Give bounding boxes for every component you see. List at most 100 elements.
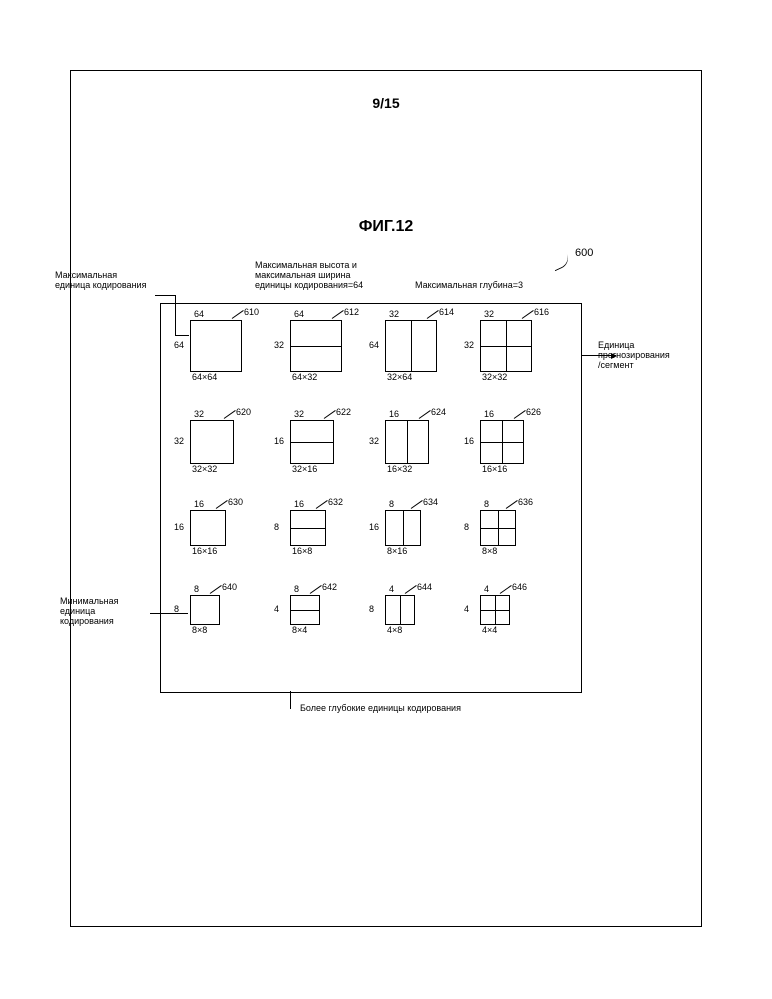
label-max-cu-2: единица кодирования xyxy=(55,280,146,290)
lead-max-cu-h xyxy=(155,295,175,296)
cell-626-topdim: 16 xyxy=(484,409,494,419)
arrow-prediction xyxy=(581,355,616,356)
page-number: 9/15 xyxy=(372,95,399,111)
cell-624-vsplit xyxy=(407,421,408,463)
label-max-depth: Максимальная глубина=3 xyxy=(415,281,523,291)
cell-620-size: 32×32 xyxy=(192,464,217,474)
cell-624-leftdim: 32 xyxy=(369,436,379,446)
cell-616-size: 32×32 xyxy=(482,372,507,382)
cell-636-ref: 636 xyxy=(518,497,533,507)
label-max-cu: Максимальная единица кодирования xyxy=(55,271,155,291)
cell-642-size: 8×4 xyxy=(292,625,307,635)
cell-614 xyxy=(385,320,437,372)
cell-640 xyxy=(190,595,220,625)
cell-614-vsplit xyxy=(411,321,412,371)
cell-612-size: 64×32 xyxy=(292,372,317,382)
cell-620-topdim: 32 xyxy=(194,409,204,419)
cell-632-leftdim: 8 xyxy=(274,522,279,532)
cell-616-vsplit xyxy=(506,321,507,371)
cell-644-vsplit xyxy=(400,596,401,624)
cell-626-ref: 626 xyxy=(526,407,541,417)
cell-610-topdim: 64 xyxy=(194,309,204,319)
cell-636-size: 8×8 xyxy=(482,546,497,556)
cell-610-size: 64×64 xyxy=(192,372,217,382)
cell-630-ref: 630 xyxy=(228,497,243,507)
cell-636-topdim: 8 xyxy=(484,499,489,509)
label-max-hw-2: максимальная ширина xyxy=(255,270,351,280)
cell-622-size: 32×16 xyxy=(292,464,317,474)
cell-624-ref: 624 xyxy=(431,407,446,417)
cell-644-size: 4×8 xyxy=(387,625,402,635)
cell-644 xyxy=(385,595,415,625)
cell-614-size: 32×64 xyxy=(387,372,412,382)
label-max-hw: Максимальная высота и максимальная ширин… xyxy=(255,261,385,291)
cell-626-vsplit xyxy=(502,421,503,463)
label-deeper: Более глубокие единицы кодирования xyxy=(300,703,461,713)
cell-640-ref: 640 xyxy=(222,582,237,592)
cell-632-topdim: 16 xyxy=(294,499,304,509)
cell-642-ref: 642 xyxy=(322,582,337,592)
cell-630 xyxy=(190,510,226,546)
cell-624-size: 16×32 xyxy=(387,464,412,474)
figure-title: ФИГ.12 xyxy=(359,218,413,236)
cell-622-topdim: 32 xyxy=(294,409,304,419)
cell-636 xyxy=(480,510,516,546)
cell-612-leftdim: 32 xyxy=(274,340,284,350)
cell-642-hsplit xyxy=(291,610,319,611)
cell-634 xyxy=(385,510,421,546)
cell-624-topdim: 16 xyxy=(389,409,399,419)
label-min-cu-3: кодирования xyxy=(60,616,114,626)
cell-644-ref: 644 xyxy=(417,582,432,592)
cell-614-topdim: 32 xyxy=(389,309,399,319)
cell-634-vsplit xyxy=(403,511,404,545)
cell-612-topdim: 64 xyxy=(294,309,304,319)
cell-634-topdim: 8 xyxy=(389,499,394,509)
cell-632 xyxy=(290,510,326,546)
cell-610 xyxy=(190,320,242,372)
cell-646-vsplit xyxy=(495,596,496,624)
cell-640-topdim: 8 xyxy=(194,584,199,594)
cell-622-leftdim: 16 xyxy=(274,436,284,446)
cell-646-size: 4×4 xyxy=(482,625,497,635)
cell-624 xyxy=(385,420,429,464)
cell-646-ref: 646 xyxy=(512,582,527,592)
cell-622 xyxy=(290,420,334,464)
label-max-hw-3: единицы кодирования=64 xyxy=(255,280,363,290)
cell-610-leftdim: 64 xyxy=(174,340,184,350)
cell-626-size: 16×16 xyxy=(482,464,507,474)
cell-632-ref: 632 xyxy=(328,497,343,507)
label-min-cu-1: Минимальная xyxy=(60,596,119,606)
cell-612 xyxy=(290,320,342,372)
cell-612-hsplit xyxy=(291,346,341,347)
cell-634-size: 8×16 xyxy=(387,546,407,556)
cell-614-leftdim: 64 xyxy=(369,340,379,350)
cell-644-leftdim: 8 xyxy=(369,604,374,614)
cell-642-topdim: 8 xyxy=(294,584,299,594)
diagram-container: 600 Максимальная высота и максимальная ш… xyxy=(160,265,620,695)
cell-642 xyxy=(290,595,320,625)
cell-616-topdim: 32 xyxy=(484,309,494,319)
cell-646-leftdim: 4 xyxy=(464,604,469,614)
label-max-hw-1: Максимальная высота и xyxy=(255,260,357,270)
ref-600: 600 xyxy=(575,247,593,259)
label-min-cu: Минимальная единица кодирования xyxy=(60,597,150,627)
cell-620-ref: 620 xyxy=(236,407,251,417)
label-max-cu-1: Максимальная xyxy=(55,270,117,280)
cell-644-topdim: 4 xyxy=(389,584,394,594)
label-pred-1: Единица xyxy=(598,340,634,350)
cell-612-ref: 612 xyxy=(344,307,359,317)
cell-622-ref: 622 xyxy=(336,407,351,417)
cell-636-leftdim: 8 xyxy=(464,522,469,532)
cell-634-leftdim: 16 xyxy=(369,522,379,532)
cell-634-ref: 634 xyxy=(423,497,438,507)
label-pred-3: /сегмент xyxy=(598,360,634,370)
cell-636-vsplit xyxy=(498,511,499,545)
label-min-cu-2: единица xyxy=(60,606,95,616)
cell-626-leftdim: 16 xyxy=(464,436,474,446)
cell-614-ref: 614 xyxy=(439,307,454,317)
cell-640-size: 8×8 xyxy=(192,625,207,635)
cell-616-ref: 616 xyxy=(534,307,549,317)
cell-620-leftdim: 32 xyxy=(174,436,184,446)
cell-616-leftdim: 32 xyxy=(464,340,474,350)
lead-deeper xyxy=(290,691,291,709)
